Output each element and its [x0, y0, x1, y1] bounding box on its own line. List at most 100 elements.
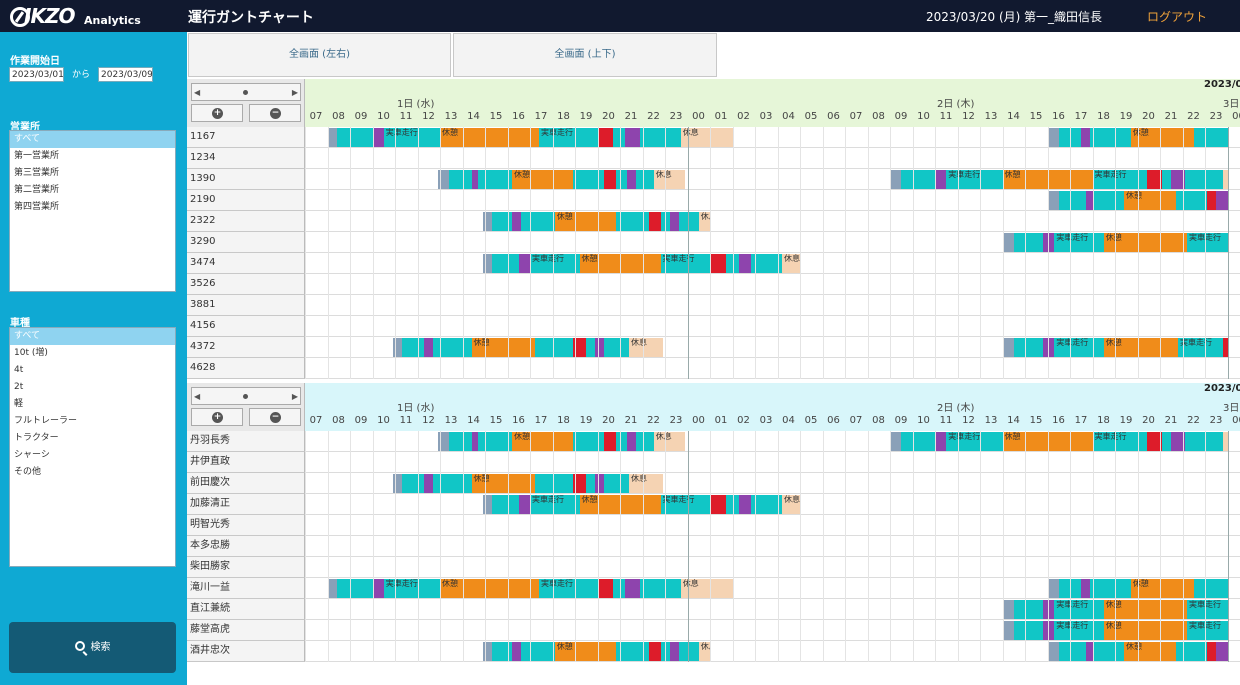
gantt-segment-unload[interactable]: [710, 254, 726, 273]
gantt-segment-drive[interactable]: [1193, 128, 1228, 147]
gantt-segment-drive[interactable]: [1162, 170, 1172, 189]
gantt-segment-drive[interactable]: [901, 170, 935, 189]
gantt-segment-unload[interactable]: [1207, 191, 1217, 210]
gantt-segment-load[interactable]: [739, 495, 751, 514]
gantt-segment-load[interactable]: [669, 212, 679, 231]
gantt-segment-rest[interactable]: 休憩: [440, 128, 539, 147]
gantt-segment-rest[interactable]: 休憩: [1103, 233, 1187, 252]
gantt-segment-rest[interactable]: 休憩: [579, 254, 661, 273]
gantt-segment-unload[interactable]: [649, 642, 661, 661]
gantt-segment-start[interactable]: [392, 474, 402, 493]
gantt-segment-idle[interactable]: 休息: [680, 128, 733, 147]
gantt-segment-load[interactable]: [424, 338, 434, 357]
zoom-out-button[interactable]: −: [249, 408, 301, 426]
gantt-segment-drive[interactable]: [534, 338, 573, 357]
gantt-segment-drive[interactable]: [586, 474, 596, 493]
gantt-segment-drive[interactable]: 実車走行: [946, 170, 1003, 189]
gantt-segment-rest[interactable]: 休憩: [1103, 600, 1187, 619]
office-option[interactable]: すべて: [10, 131, 175, 148]
gantt-segment-drive[interactable]: [901, 432, 935, 451]
gantt-segment-load[interactable]: [512, 212, 521, 231]
gantt-segment-load[interactable]: [624, 128, 641, 147]
gantt-segment-drive[interactable]: [449, 170, 472, 189]
gantt-segment-load[interactable]: [1085, 642, 1093, 661]
gantt-segment-load[interactable]: [1043, 338, 1055, 357]
gantt-segment-idle[interactable]: 休息: [698, 642, 710, 661]
gantt-segment-drive[interactable]: [604, 338, 629, 357]
gantt-segment-drive[interactable]: [478, 432, 512, 451]
gantt-segment-drive[interactable]: [640, 128, 681, 147]
gantt-segment-drive[interactable]: 実車走行: [383, 579, 440, 598]
gantt-segment-drive[interactable]: [1058, 128, 1082, 147]
gantt-segment-drive[interactable]: [1162, 432, 1172, 451]
gantt-segment-drive[interactable]: 実車走行: [1187, 621, 1228, 640]
gantt-segment-load[interactable]: [512, 642, 521, 661]
gantt-segment-drive[interactable]: 実車走行: [1178, 338, 1223, 357]
gantt-segment-drive[interactable]: 実車走行: [383, 128, 440, 147]
gantt-segment-drive[interactable]: [615, 642, 650, 661]
gantt-segment-drive[interactable]: 実車走行: [946, 432, 1003, 451]
gantt-segment-load[interactable]: [739, 254, 751, 273]
slider-knob[interactable]: [243, 90, 248, 95]
date-to-input[interactable]: [98, 67, 153, 82]
gantt-segment-drive[interactable]: [1092, 191, 1124, 210]
gantt-segment-rest[interactable]: 休憩: [1130, 128, 1194, 147]
gantt-segment-drive[interactable]: 実車走行: [1054, 621, 1104, 640]
gantt-segment-load[interactable]: [372, 128, 384, 147]
gantt-segment-drive[interactable]: [1058, 191, 1086, 210]
gantt-segment-drive[interactable]: [1013, 338, 1043, 357]
slider-knob[interactable]: [243, 394, 248, 399]
gantt-segment-unload[interactable]: [710, 495, 726, 514]
gantt-segment-start[interactable]: [1047, 191, 1059, 210]
gantt-segment-rest[interactable]: 休憩: [1124, 642, 1176, 661]
gantt-segment-drive[interactable]: [521, 212, 555, 231]
gantt-segment-drive[interactable]: [1090, 579, 1131, 598]
gantt-segment-drive[interactable]: [433, 474, 472, 493]
gantt-segment-drive[interactable]: [660, 212, 670, 231]
gantt-segment-start[interactable]: [482, 254, 492, 273]
gantt-segment-idle[interactable]: 休息: [653, 170, 686, 189]
gantt-segment-drive[interactable]: [1090, 128, 1131, 147]
gantt-segment-drive[interactable]: [491, 212, 512, 231]
gantt-segment-rest[interactable]: 休憩: [1103, 621, 1187, 640]
gantt-segment-idle[interactable]: 休息: [629, 338, 663, 357]
gantt-segment-drive[interactable]: 実車走行: [1092, 170, 1147, 189]
office-option[interactable]: 第一営業所: [14, 151, 60, 161]
gantt-segment-rest[interactable]: 休憩: [554, 212, 616, 231]
gantt-segment-drive[interactable]: [572, 170, 605, 189]
gantt-segment-start[interactable]: [482, 495, 492, 514]
gantt-segment-drive[interactable]: [1013, 233, 1043, 252]
gantt-segment-drive[interactable]: [534, 474, 573, 493]
scroll-left-icon[interactable]: ◀: [194, 392, 201, 401]
gantt-segment-unload[interactable]: [572, 338, 587, 357]
gantt-segment-drive[interactable]: [449, 432, 472, 451]
gantt-segment-load[interactable]: [626, 432, 636, 451]
gantt-segment-rest[interactable]: 休憩: [512, 432, 573, 451]
gantt-segment-load[interactable]: [1081, 579, 1091, 598]
gantt-segment-rest[interactable]: 休憩: [554, 642, 616, 661]
gantt-segment-drive[interactable]: [1175, 642, 1208, 661]
gantt-segment-start[interactable]: [890, 432, 902, 451]
gantt-segment-unload[interactable]: [597, 128, 614, 147]
office-option[interactable]: 第三営業所: [14, 168, 60, 178]
gantt-segment-unload[interactable]: [572, 474, 587, 493]
gantt-segment-unload[interactable]: [604, 432, 616, 451]
gantt-segment-drive[interactable]: 実車走行: [1054, 338, 1104, 357]
gantt-segment-unload[interactable]: [604, 170, 616, 189]
gantt-segment-load[interactable]: [624, 579, 641, 598]
gantt-segment-load[interactable]: [595, 338, 605, 357]
gantt-segment-drive[interactable]: [635, 432, 654, 451]
gantt-segment-unload[interactable]: [597, 579, 614, 598]
gantt-segment-drive[interactable]: [1175, 191, 1208, 210]
gantt-segment-rest[interactable]: 休憩: [471, 474, 535, 493]
gantt-segment-load[interactable]: [424, 474, 434, 493]
zoom-in-button[interactable]: +: [191, 104, 243, 122]
gantt-segment-drive[interactable]: [750, 254, 782, 273]
scroll-left-icon[interactable]: ◀: [194, 88, 201, 97]
gantt-segment-drive[interactable]: [1058, 642, 1086, 661]
gantt-segment-rest[interactable]: 休憩: [440, 579, 539, 598]
office-option[interactable]: 第四営業所: [14, 202, 60, 212]
scroll-slider[interactable]: ◀ ▶: [191, 83, 301, 101]
gantt-segment-drive[interactable]: [725, 254, 740, 273]
gantt-segment-drive[interactable]: [678, 212, 699, 231]
